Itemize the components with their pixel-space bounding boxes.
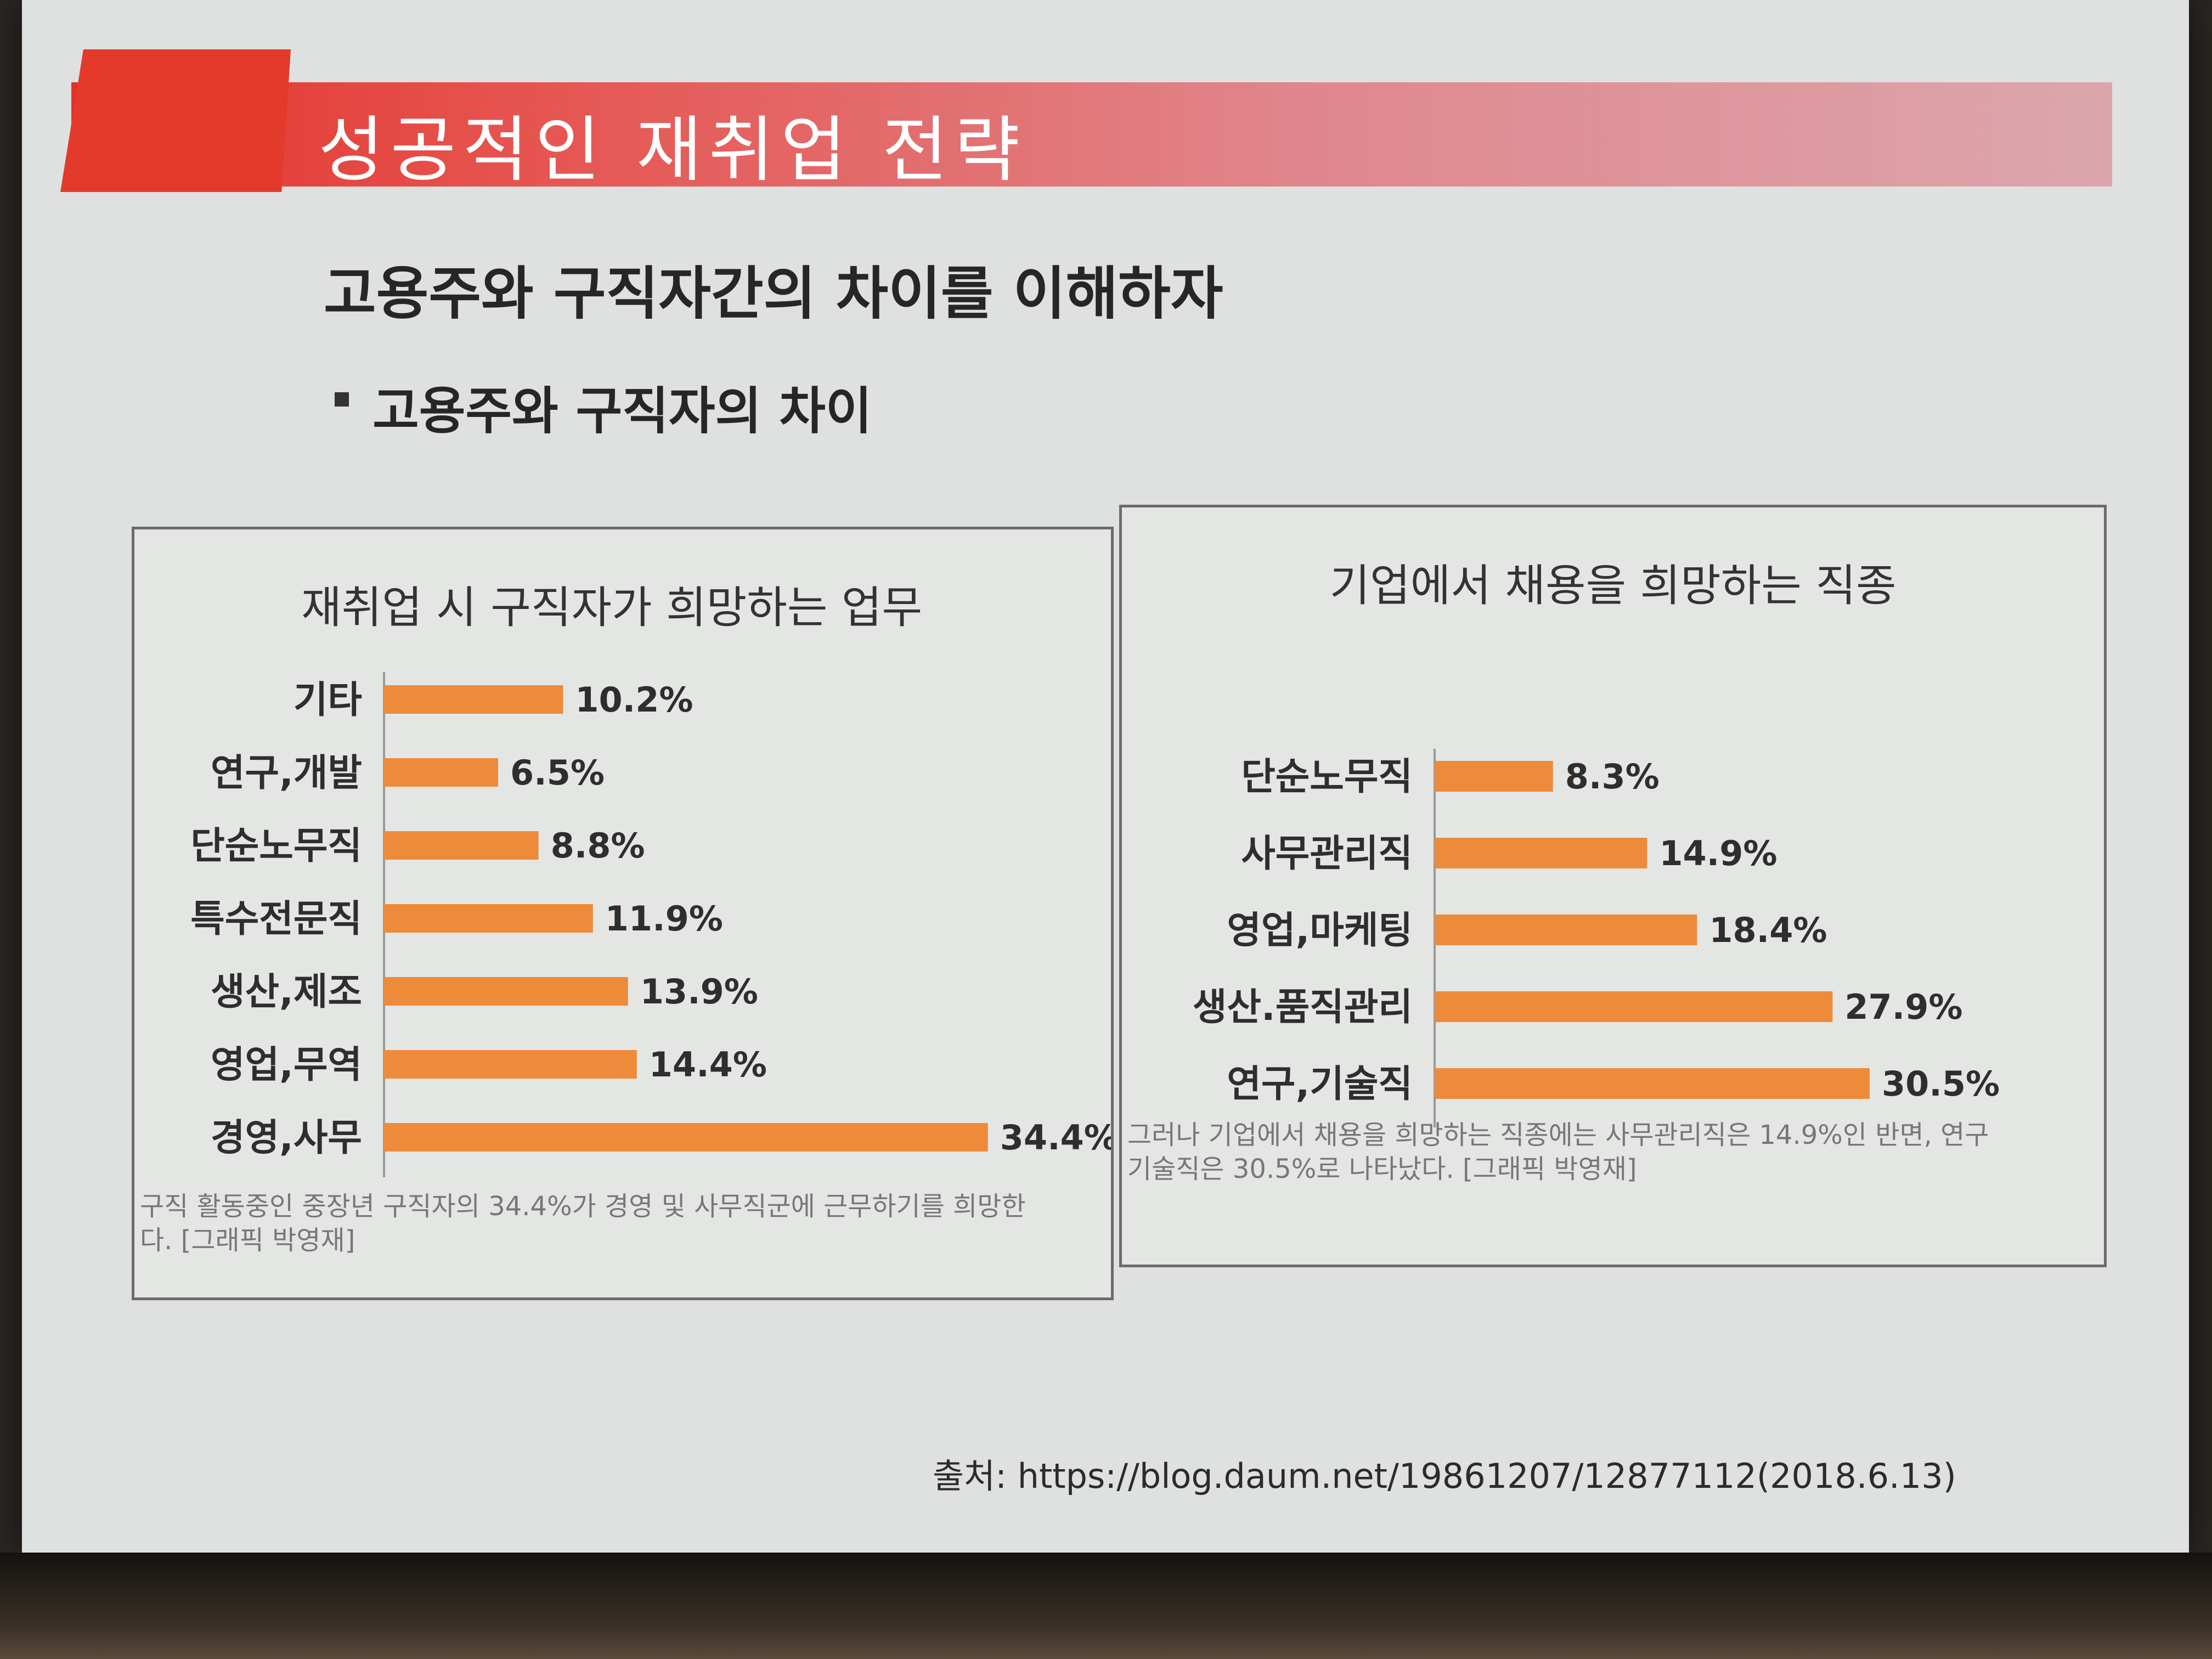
slide-title: 성공적인 재취업 전략 [318, 108, 1027, 191]
value-label: 14.9% [1659, 833, 1777, 873]
category-label: 사무관리직 [1241, 832, 1413, 876]
value-label: 27.9% [1844, 987, 1962, 1027]
value-label: 8.3% [1565, 757, 1660, 797]
banner-accent-tab [60, 49, 291, 192]
value-label: 6.5% [510, 753, 605, 793]
value-label: 34.4% [1000, 1118, 1111, 1158]
value-label: 13.9% [640, 972, 758, 1012]
category-label: 특수전문직 [190, 898, 362, 941]
bar [384, 977, 628, 1006]
bar [384, 1050, 637, 1079]
bar [1435, 838, 1647, 868]
category-label: 연구,기술직 [1227, 1063, 1413, 1106]
chart-caption: 기술직은 30.5%로 나타났다. [그래픽 박영재] [1127, 1154, 1637, 1184]
bullet-square-icon [335, 392, 349, 407]
bar [384, 904, 593, 933]
bar [1435, 991, 1833, 1022]
title-banner [71, 82, 2112, 187]
category-label: 영업,무역 [211, 1043, 362, 1087]
category-label: 경영,사무 [211, 1116, 362, 1160]
category-label: 기타 [294, 679, 362, 722]
room-floor [0, 1553, 2212, 1659]
category-label: 단순노무직 [1241, 755, 1413, 799]
category-label: 영업,마케팅 [1227, 909, 1413, 952]
value-label: 10.2% [575, 680, 693, 720]
bar [384, 685, 563, 714]
bar [384, 831, 539, 860]
chart-caption: 그러나 기업에서 채용을 희망하는 직종에는 사무관리직은 14.9%인 반면,… [1127, 1120, 1989, 1150]
value-label: 8.8% [551, 826, 645, 866]
value-label: 30.5% [1882, 1064, 2000, 1104]
category-label: 생산.품직관리 [1193, 986, 1413, 1029]
bar [384, 1123, 988, 1152]
category-label: 단순노무직 [190, 825, 362, 868]
category-label: 연구,개발 [211, 752, 362, 795]
category-label: 생산,제조 [211, 970, 362, 1014]
value-label: 14.4% [649, 1045, 767, 1085]
source-citation: 출처: https://blog.daum.net/19861207/12877… [933, 1456, 1956, 1496]
slide-heading: 고용주와 구직자간의 차이를 이해하자 [324, 260, 1223, 327]
bar [1435, 1068, 1870, 1099]
presentation-slide: 성공적인 재취업 전략 고용주와 구직자간의 차이를 이해하자 고용주와 구직자… [22, 0, 2189, 1553]
bullet-text: 고용주와 구직자의 차이 [337, 370, 872, 443]
value-label: 18.4% [1709, 910, 1827, 950]
bar [1435, 915, 1697, 945]
chart-caption: 구직 활동중인 중장년 구직자의 34.4%가 경영 및 사무직군에 근무하기를… [140, 1191, 1026, 1222]
chart-caption: 다. [그래픽 박영재] [140, 1225, 355, 1256]
value-label: 11.9% [605, 899, 723, 939]
chart-title: 기업에서 채용을 희망하는 직종 [1329, 560, 1896, 611]
chart-title: 재취업 시 구직자가 희망하는 업무 [301, 582, 922, 633]
bar [384, 758, 498, 787]
bar [1435, 761, 1553, 792]
bullet-label: 고용주와 구직자의 차이 [373, 382, 872, 441]
